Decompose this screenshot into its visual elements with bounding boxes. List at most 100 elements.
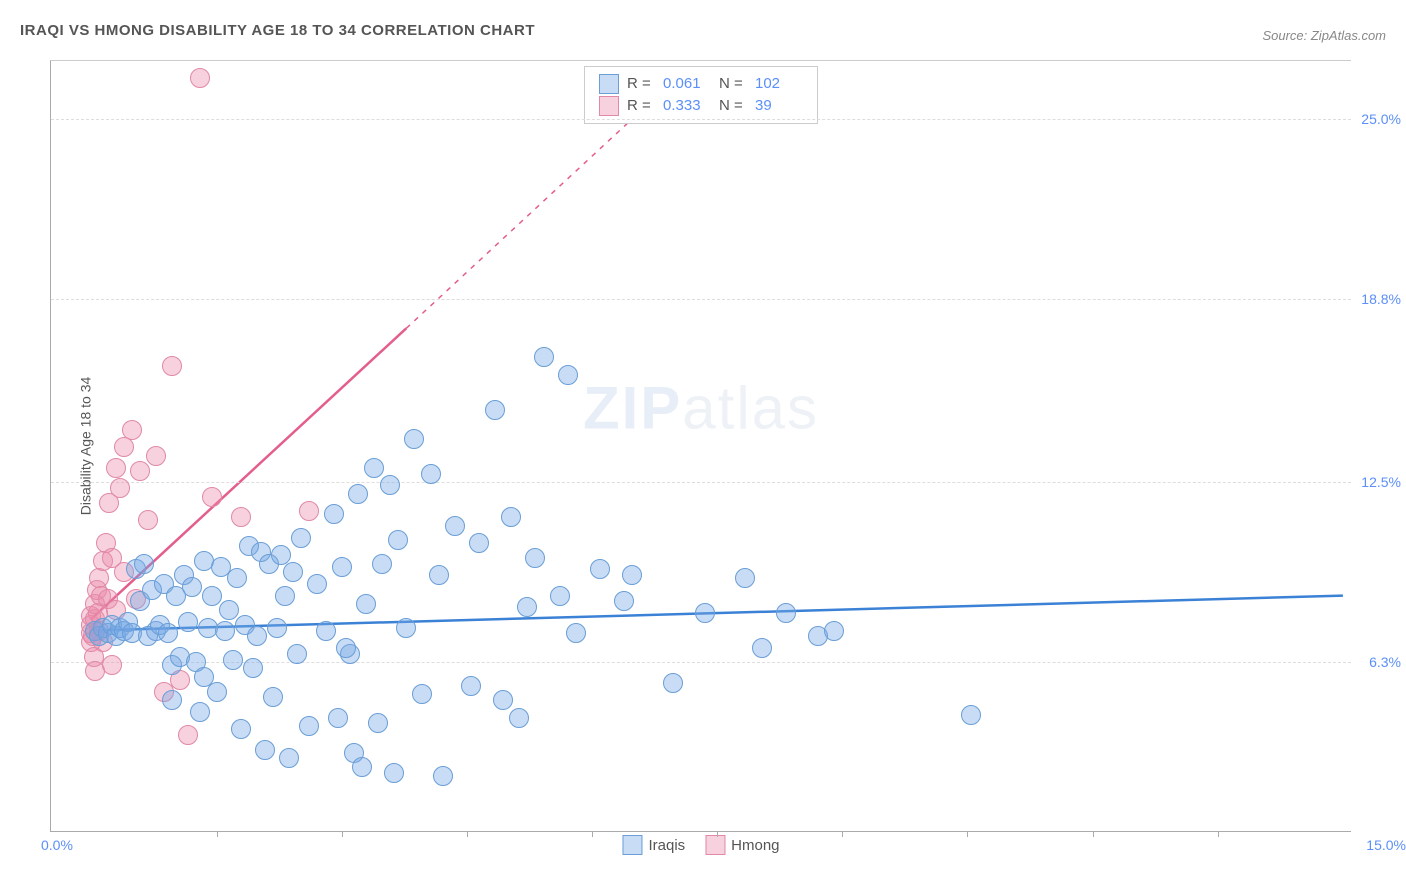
- dot-iraqis: [352, 757, 372, 777]
- gridline-h: [51, 482, 1351, 483]
- trend-lines-svg: [51, 61, 1351, 831]
- x-tick: [967, 831, 968, 837]
- dot-iraqis: [178, 612, 198, 632]
- x-tick: [467, 831, 468, 837]
- legend-swatch-icon: [622, 835, 642, 855]
- dot-iraqis: [316, 621, 336, 641]
- dot-iraqis: [291, 528, 311, 548]
- dot-iraqis: [348, 484, 368, 504]
- legend-correlation: R =0.061N =102R =0.333N =39: [584, 66, 818, 124]
- dot-iraqis: [776, 603, 796, 623]
- dot-iraqis: [202, 586, 222, 606]
- source-label: Source: ZipAtlas.com: [1262, 28, 1386, 43]
- dot-iraqis: [614, 591, 634, 611]
- dot-iraqis: [433, 766, 453, 786]
- y-axis-label: Disability Age 18 to 34: [77, 377, 93, 516]
- dot-iraqis: [307, 574, 327, 594]
- dot-iraqis: [384, 763, 404, 783]
- dot-iraqis: [695, 603, 715, 623]
- x-tick: [1218, 831, 1219, 837]
- y-tick-label: 6.3%: [1356, 654, 1401, 670]
- dot-iraqis: [735, 568, 755, 588]
- dot-iraqis: [134, 554, 154, 574]
- legend-swatch-icon: [705, 835, 725, 855]
- dot-iraqis: [485, 400, 505, 420]
- dot-iraqis: [364, 458, 384, 478]
- dot-hmong: [178, 725, 198, 745]
- x-tick: [592, 831, 593, 837]
- dot-iraqis: [461, 676, 481, 696]
- dot-hmong: [106, 458, 126, 478]
- x-axis-min-label: 0.0%: [41, 837, 73, 853]
- dot-iraqis: [445, 516, 465, 536]
- dot-iraqis: [501, 507, 521, 527]
- dot-iraqis: [396, 618, 416, 638]
- dot-iraqis: [525, 548, 545, 568]
- x-tick: [717, 831, 718, 837]
- dot-hmong: [299, 501, 319, 521]
- dot-iraqis: [299, 716, 319, 736]
- dot-iraqis: [509, 708, 529, 728]
- dot-iraqis: [231, 719, 251, 739]
- dot-hmong: [114, 437, 134, 457]
- legend-correlation-row: R =0.333N =39: [599, 95, 803, 117]
- dot-iraqis: [162, 690, 182, 710]
- dot-iraqis: [271, 545, 291, 565]
- dot-iraqis: [336, 638, 356, 658]
- dot-iraqis: [267, 618, 287, 638]
- dot-iraqis: [429, 565, 449, 585]
- dot-iraqis: [287, 644, 307, 664]
- legend-correlation-row: R =0.061N =102: [599, 73, 803, 95]
- dot-iraqis: [372, 554, 392, 574]
- dot-hmong: [102, 655, 122, 675]
- dot-iraqis: [215, 621, 235, 641]
- dot-iraqis: [469, 533, 489, 553]
- dot-hmong: [231, 507, 251, 527]
- dot-hmong: [110, 478, 130, 498]
- dot-iraqis: [550, 586, 570, 606]
- dot-iraqis: [356, 594, 376, 614]
- chart-container: IRAQI VS HMONG DISABILITY AGE 18 TO 34 C…: [0, 0, 1406, 892]
- dot-hmong: [202, 487, 222, 507]
- dot-iraqis: [534, 347, 554, 367]
- dot-iraqis: [324, 504, 344, 524]
- dot-iraqis: [388, 530, 408, 550]
- dot-iraqis: [263, 687, 283, 707]
- dot-iraqis: [752, 638, 772, 658]
- dot-iraqis: [622, 565, 642, 585]
- dot-iraqis: [566, 623, 586, 643]
- legend-swatch-icon: [599, 74, 619, 94]
- dot-iraqis: [663, 673, 683, 693]
- dot-hmong: [162, 356, 182, 376]
- dot-iraqis: [219, 600, 239, 620]
- dot-iraqis: [158, 623, 178, 643]
- dot-hmong: [190, 68, 210, 88]
- x-tick: [217, 831, 218, 837]
- dot-iraqis: [332, 557, 352, 577]
- dot-iraqis: [412, 684, 432, 704]
- legend-series: IraqisHmong: [622, 835, 779, 855]
- dot-hmong: [138, 510, 158, 530]
- dot-iraqis: [517, 597, 537, 617]
- dot-iraqis: [558, 365, 578, 385]
- y-tick-label: 12.5%: [1356, 474, 1401, 490]
- x-tick: [842, 831, 843, 837]
- dot-iraqis: [275, 586, 295, 606]
- dot-iraqis: [182, 577, 202, 597]
- chart-title: IRAQI VS HMONG DISABILITY AGE 18 TO 34 C…: [20, 22, 535, 39]
- dot-hmong: [122, 420, 142, 440]
- dot-hmong: [130, 461, 150, 481]
- legend-series-item: Hmong: [705, 835, 779, 855]
- dot-iraqis: [247, 626, 267, 646]
- legend-swatch-icon: [599, 96, 619, 116]
- y-tick-label: 25.0%: [1356, 111, 1401, 127]
- x-axis-max-label: 15.0%: [1366, 837, 1406, 853]
- gridline-h: [51, 299, 1351, 300]
- dot-hmong: [146, 446, 166, 466]
- dot-iraqis: [283, 562, 303, 582]
- dot-iraqis: [590, 559, 610, 579]
- dot-iraqis: [493, 690, 513, 710]
- dot-iraqis: [255, 740, 275, 760]
- dot-iraqis: [368, 713, 388, 733]
- dot-iraqis: [243, 658, 263, 678]
